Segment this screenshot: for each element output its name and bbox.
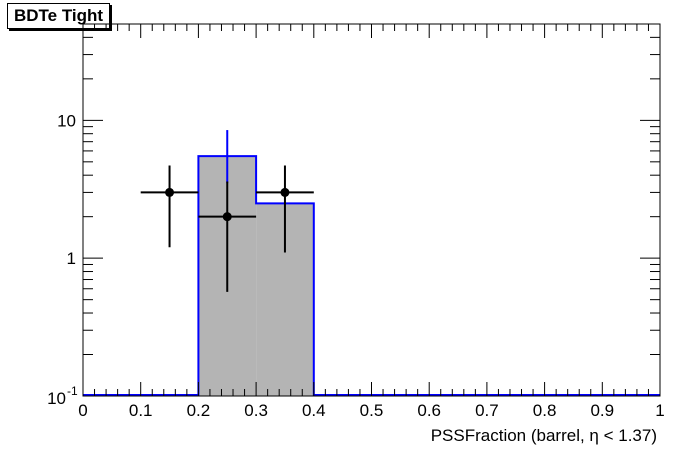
data-point (280, 187, 290, 197)
y-tick-label: 10 (57, 111, 76, 130)
x-tick-label: 0.1 (129, 401, 153, 420)
x-tick-label: 0.6 (417, 401, 441, 420)
data-point (165, 187, 175, 197)
x-tick-label: 0.7 (475, 401, 499, 420)
data-point (222, 212, 232, 222)
y-tick-label: 10 (47, 389, 66, 408)
data-points-layer (140, 165, 314, 292)
x-tick-label: 0.5 (360, 401, 384, 420)
x-tick-label: 0.9 (590, 401, 614, 420)
y-tick-label: 1 (67, 249, 76, 268)
x-tick-label: 0.4 (302, 401, 326, 420)
histogram-outline (197, 155, 315, 396)
chart-title: BDTe Tight (7, 3, 111, 29)
x-tick-label: 0 (78, 401, 87, 420)
x-tick-label: 0.2 (187, 401, 211, 420)
y-tick-label-exponent: -1 (67, 384, 78, 398)
x-tick-label: 0.3 (244, 401, 268, 420)
x-tick-label: 0.8 (533, 401, 557, 420)
x-tick-label: 1 (655, 401, 664, 420)
x-axis-label: PSSFraction (barrel, η < 1.37) (431, 426, 657, 445)
